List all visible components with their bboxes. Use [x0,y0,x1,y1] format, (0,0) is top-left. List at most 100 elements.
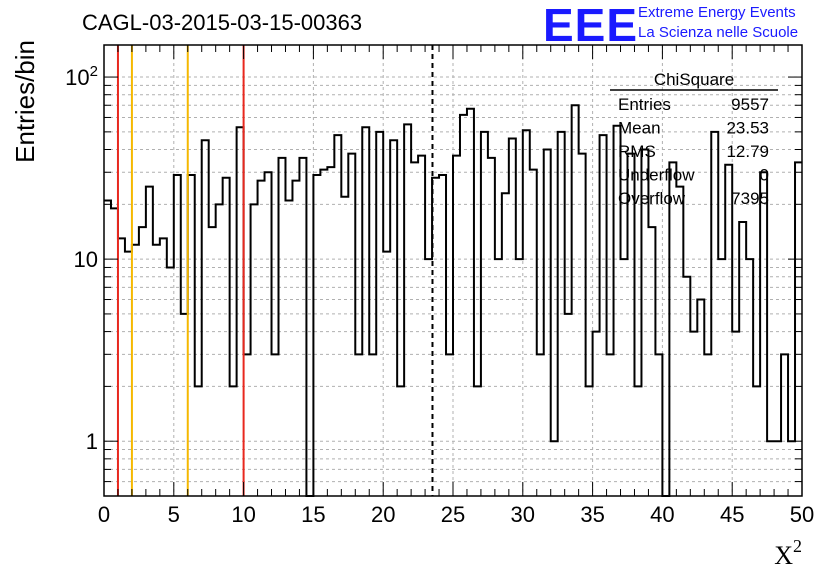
histogram-bin [223,178,230,496]
histogram-bin [195,386,202,496]
histogram-bin [739,222,746,496]
histogram-bin [418,156,425,496]
x-tick-label: 35 [580,502,604,527]
histogram-bin [621,259,628,496]
histogram-bin [341,197,348,496]
histogram-bin [390,140,397,496]
histogram-bin [216,204,223,496]
histogram-bin [600,135,607,496]
histogram-bin [460,115,467,496]
stats-box-title: ChiSquare [654,70,734,89]
histogram-bin [467,109,474,496]
histogram-bin [760,172,767,496]
histogram-bin [362,127,369,496]
x-tick-label: 45 [720,502,744,527]
histogram-bin [648,227,655,496]
histogram-bin [383,252,390,496]
histogram-bin [607,354,614,496]
stats-row-label: Mean [618,119,661,138]
histogram-bin [292,181,299,496]
stats-row-value: 9557 [731,95,769,114]
histogram-bin [788,441,795,496]
histogram-bin [572,105,579,496]
histogram-bin [516,259,523,496]
histogram-bin [753,386,760,496]
histogram-bin [725,165,732,496]
histogram-bin [244,354,251,496]
histogram-bin [411,162,418,496]
histogram-bin [732,332,739,496]
histogram-bin [579,154,586,496]
histogram-bin [425,259,432,496]
histogram-bin [139,227,146,496]
histogram-bin [523,130,530,496]
histogram-bin [488,158,495,496]
histogram-bin [209,227,216,496]
x-tick-label: 50 [790,502,814,527]
histogram-bin [774,441,781,496]
x-tick-label: 5 [168,502,180,527]
stats-row-value: 12.79 [726,142,769,161]
histogram-bin [558,132,565,496]
histogram-bin [697,300,704,496]
stats-row-label: RMS [618,142,656,161]
axes: 0 5 10 15 20 25 30 35 40 45 50 1 10 102 X2 Entries/bin [10,40,814,570]
histogram-bin [509,138,516,496]
y-tick-label: 1 [86,429,98,454]
histogram-bin [167,267,174,496]
eee-logo: EEE [543,0,639,51]
histogram-bin [711,132,718,496]
histogram-bin [369,354,376,496]
stats-row-value: 23.53 [726,119,769,138]
histogram-bin [683,277,690,496]
x-axis-label: X2 [774,536,802,570]
stats-row-label: Overflow [618,189,686,208]
histogram-bin [237,127,244,496]
x-tick-label: 40 [650,502,674,527]
x-tick-label: 25 [441,502,465,527]
histogram-bin [376,132,383,496]
x-tick-label: 0 [98,502,110,527]
histogram-bin [767,441,774,496]
histogram-bin [530,170,537,496]
histogram-bin [313,175,320,496]
histogram-bin [404,124,411,496]
histogram-bin [495,259,502,496]
histogram-bin [132,245,139,496]
stats-row-value: 0 [760,166,769,185]
histogram-bin [565,314,572,496]
y-tick-label: 102 [65,63,98,90]
histogram-bin [125,252,132,496]
histogram-bin [676,187,683,496]
histogram-bin [439,175,446,496]
histogram-bin [781,354,788,496]
y-tick-label: 10 [74,247,98,272]
histogram-bin [111,208,118,496]
histogram-bin [537,354,544,496]
stats-row-label: Entries [618,95,671,114]
histogram-bin [544,150,551,496]
histogram-bin [285,200,292,496]
histogram-bin [146,187,153,496]
y-axis-label: Entries/bin [10,40,40,163]
histogram-bin [265,172,272,496]
histogram-bin [655,354,662,496]
histogram-bin [551,441,558,496]
histogram-series [104,104,802,497]
histogram-bin [251,204,258,496]
histogram-bin [118,238,125,496]
x-tick-label: 15 [301,502,325,527]
histogram-bin [258,181,265,496]
histogram-bin [704,354,711,496]
histogram-bin [272,354,279,496]
histogram-bin [181,314,188,496]
histogram-bin [104,200,111,496]
histogram-bin [279,158,286,496]
x-tick-label: 30 [511,502,535,527]
logo-subtitle-line1: Extreme Energy Events [638,4,796,21]
histogram-bin [746,259,753,496]
histogram-bin [481,132,488,496]
histogram-bin [474,386,481,496]
